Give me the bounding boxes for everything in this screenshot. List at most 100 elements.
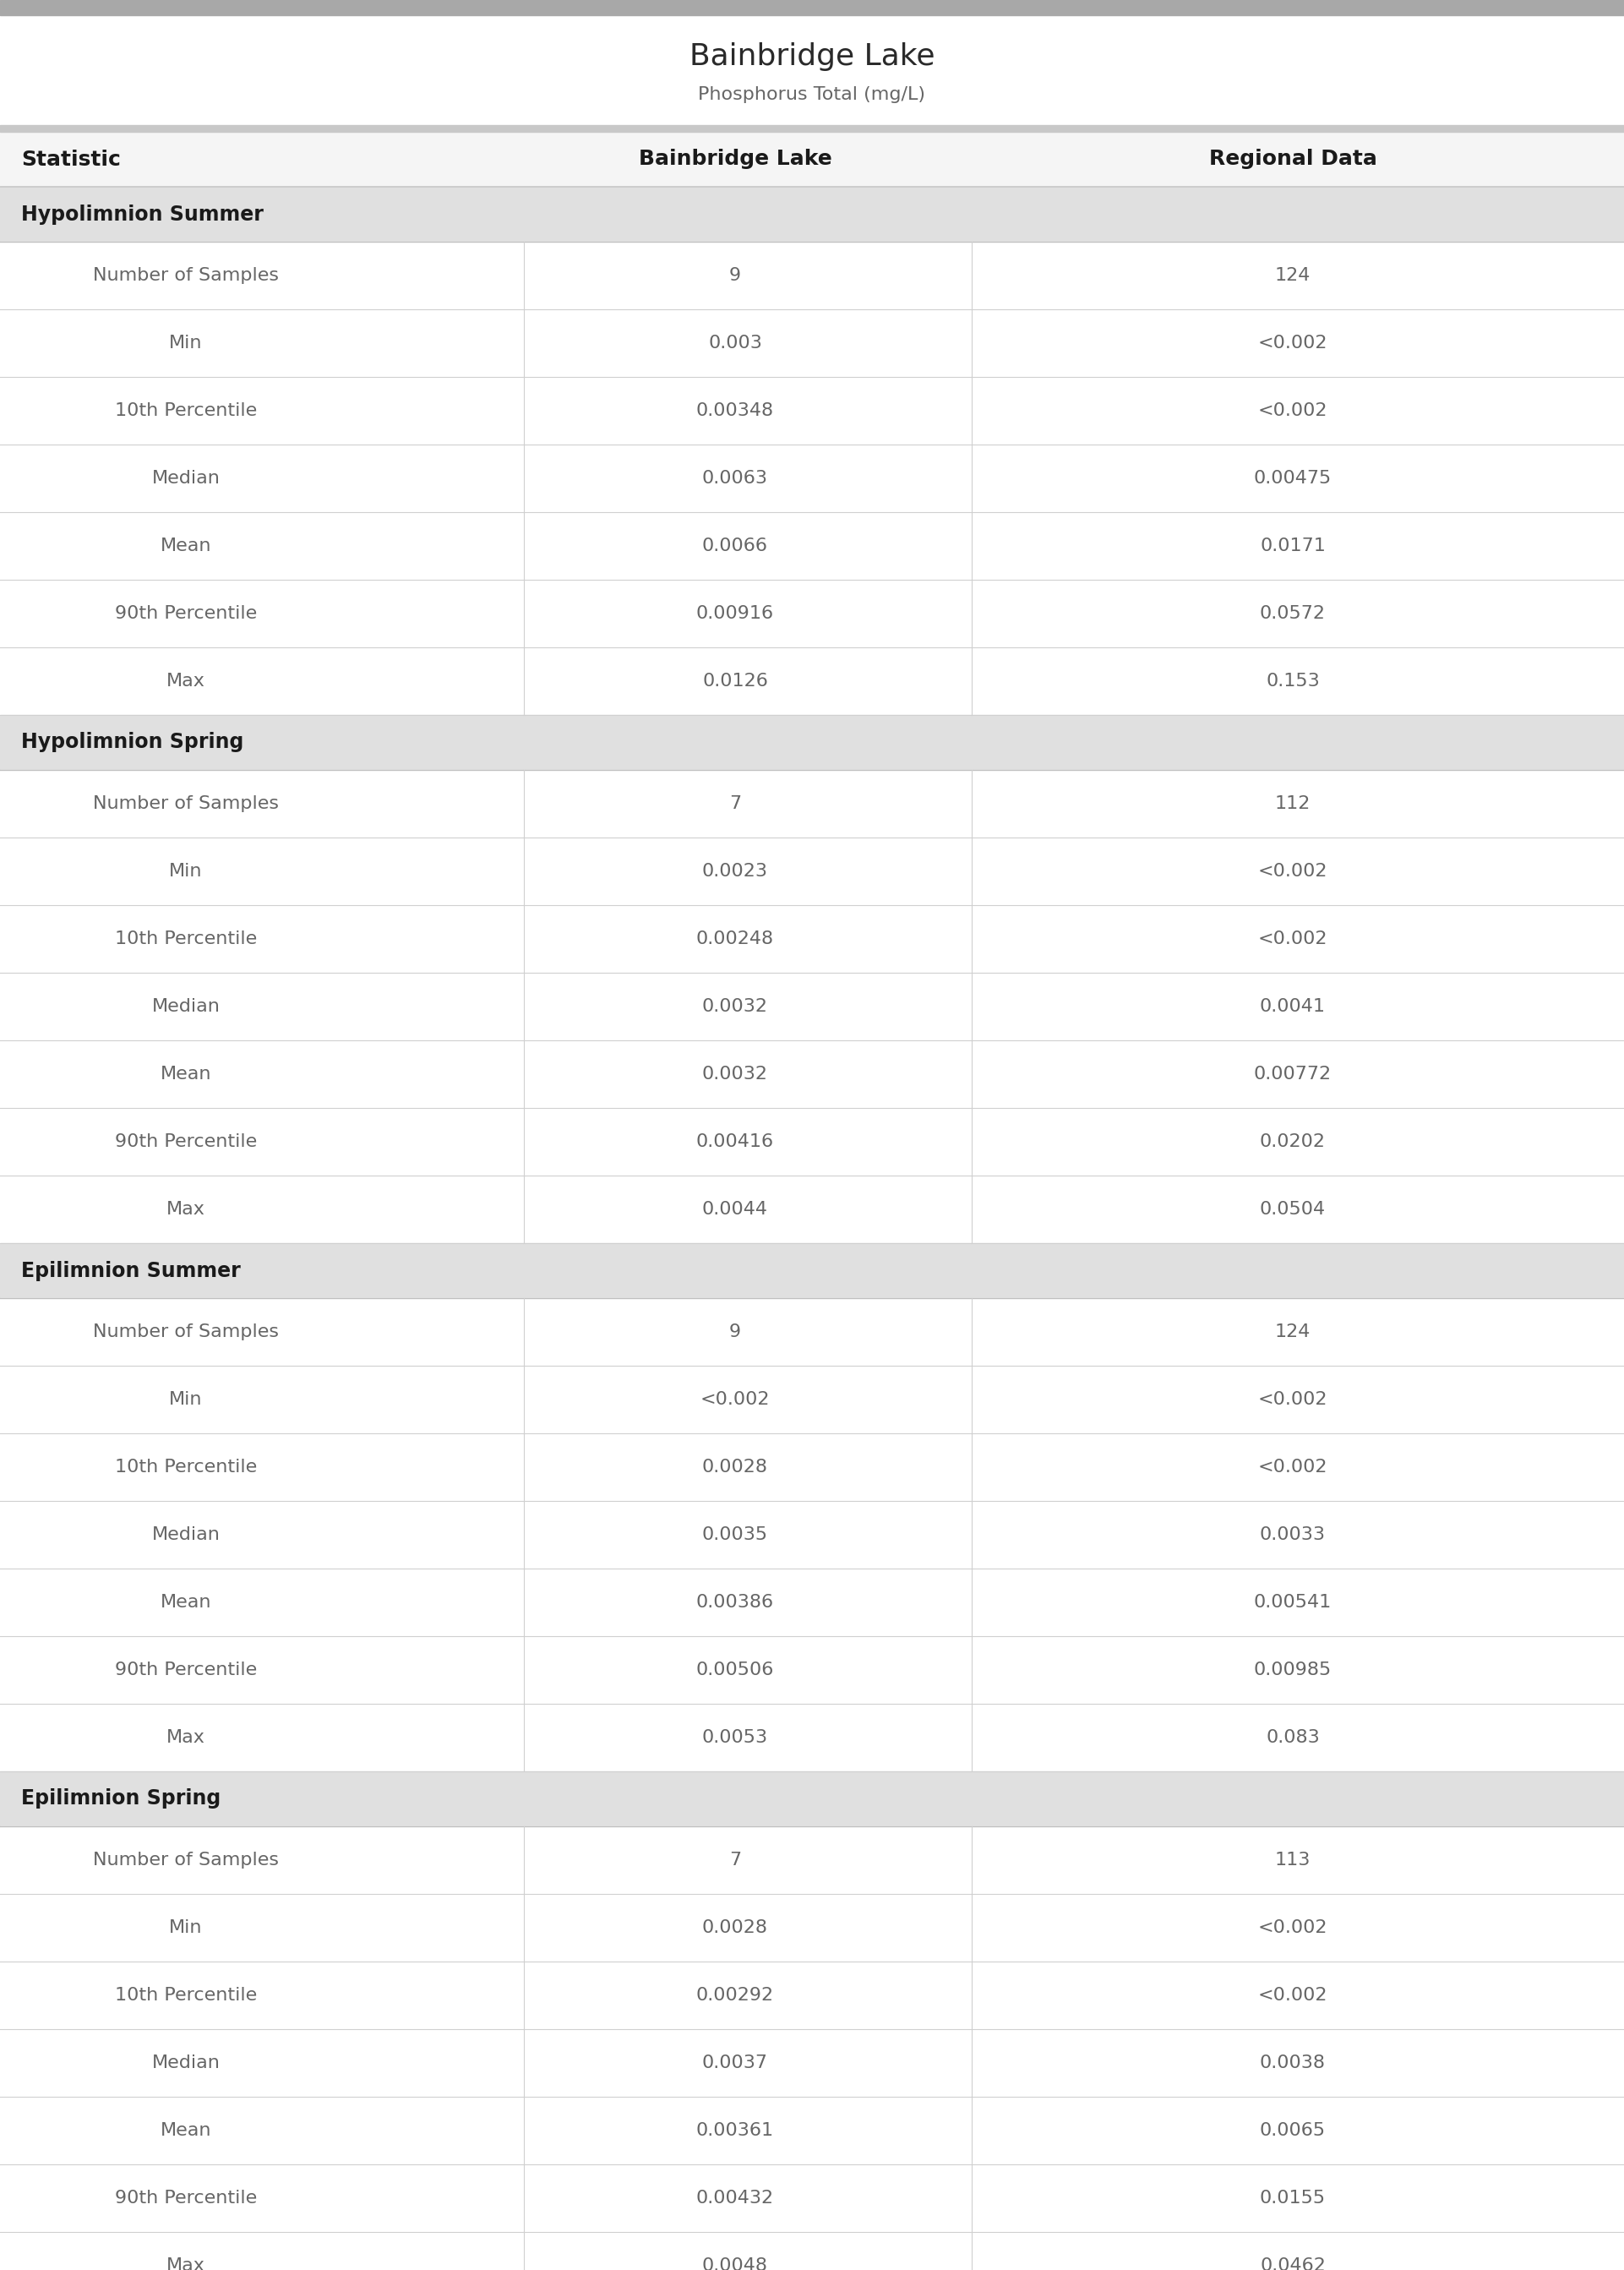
Text: Number of Samples: Number of Samples xyxy=(93,1323,279,1339)
Text: Mean: Mean xyxy=(161,1065,211,1083)
Text: <0.002: <0.002 xyxy=(1259,1918,1328,1936)
Text: <0.002: <0.002 xyxy=(1259,1986,1328,2004)
Text: 0.0037: 0.0037 xyxy=(702,2054,768,2073)
Bar xyxy=(0,241,1624,309)
Text: 0.0032: 0.0032 xyxy=(702,999,768,1015)
Text: 0.0033: 0.0033 xyxy=(1260,1525,1325,1544)
Text: 90th Percentile: 90th Percentile xyxy=(115,2191,257,2206)
Bar xyxy=(0,1108,1624,1176)
Text: 7: 7 xyxy=(729,794,741,813)
Text: 0.00248: 0.00248 xyxy=(697,931,775,947)
Text: 0.003: 0.003 xyxy=(708,334,762,352)
Text: 113: 113 xyxy=(1275,1852,1311,1868)
Text: 0.0044: 0.0044 xyxy=(702,1201,768,1217)
Text: 0.00292: 0.00292 xyxy=(697,1986,775,2004)
Text: 0.0504: 0.0504 xyxy=(1260,1201,1325,1217)
Text: 0.0126: 0.0126 xyxy=(702,672,768,690)
Bar xyxy=(0,1367,1624,1432)
Bar xyxy=(0,377,1624,445)
Text: 0.0035: 0.0035 xyxy=(702,1525,768,1544)
Bar xyxy=(0,2163,1624,2231)
Text: 9: 9 xyxy=(729,268,741,284)
Bar xyxy=(0,906,1624,974)
Text: 0.0063: 0.0063 xyxy=(702,470,768,486)
Bar xyxy=(0,1893,1624,1961)
Bar xyxy=(0,16,1624,125)
Text: Number of Samples: Number of Samples xyxy=(93,794,279,813)
Bar xyxy=(0,579,1624,647)
Text: 0.0462: 0.0462 xyxy=(1260,2256,1325,2270)
Text: 124: 124 xyxy=(1275,1323,1311,1339)
Text: Median: Median xyxy=(151,999,221,1015)
Bar xyxy=(0,513,1624,579)
Bar xyxy=(0,1244,1624,1298)
Bar xyxy=(0,1961,1624,2029)
Text: 0.0038: 0.0038 xyxy=(1260,2054,1325,2073)
Text: 0.00506: 0.00506 xyxy=(697,1662,775,1678)
Text: Phosphorus Total (mg/L): Phosphorus Total (mg/L) xyxy=(698,86,926,102)
Text: 0.0572: 0.0572 xyxy=(1260,606,1325,622)
Bar xyxy=(0,647,1624,715)
Bar xyxy=(0,1298,1624,1367)
Text: Hypolimnion Summer: Hypolimnion Summer xyxy=(21,204,263,225)
Text: Statistic: Statistic xyxy=(21,150,120,170)
Text: 0.00916: 0.00916 xyxy=(697,606,775,622)
Text: 0.0028: 0.0028 xyxy=(702,1918,768,1936)
Text: Bainbridge Lake: Bainbridge Lake xyxy=(638,150,831,170)
Bar xyxy=(0,838,1624,906)
Text: Number of Samples: Number of Samples xyxy=(93,1852,279,1868)
Bar xyxy=(0,770,1624,838)
Text: 90th Percentile: 90th Percentile xyxy=(115,1133,257,1151)
Text: 10th Percentile: 10th Percentile xyxy=(115,931,257,947)
Text: 0.0053: 0.0053 xyxy=(702,1730,768,1746)
Text: Max: Max xyxy=(167,1201,205,1217)
Text: 0.00985: 0.00985 xyxy=(1254,1662,1332,1678)
Text: 0.153: 0.153 xyxy=(1265,672,1320,690)
Text: 0.00416: 0.00416 xyxy=(697,1133,775,1151)
Text: 10th Percentile: 10th Percentile xyxy=(115,1986,257,2004)
Text: 10th Percentile: 10th Percentile xyxy=(115,1460,257,1476)
Text: Min: Min xyxy=(169,1918,203,1936)
Text: 0.00386: 0.00386 xyxy=(697,1594,775,1612)
Bar xyxy=(0,2231,1624,2270)
Bar xyxy=(0,445,1624,513)
Bar xyxy=(0,1705,1624,1771)
Text: 9: 9 xyxy=(729,1323,741,1339)
Text: 0.00541: 0.00541 xyxy=(1254,1594,1332,1612)
Bar xyxy=(0,974,1624,1040)
Text: 0.00432: 0.00432 xyxy=(697,2191,775,2206)
Text: 0.0171: 0.0171 xyxy=(1260,538,1325,554)
Text: <0.002: <0.002 xyxy=(700,1392,770,1407)
Text: Number of Samples: Number of Samples xyxy=(93,268,279,284)
Bar xyxy=(0,1176,1624,1244)
Text: 0.0028: 0.0028 xyxy=(702,1460,768,1476)
Bar xyxy=(0,1569,1624,1637)
Bar xyxy=(0,2097,1624,2163)
Text: <0.002: <0.002 xyxy=(1259,1392,1328,1407)
Text: 90th Percentile: 90th Percentile xyxy=(115,606,257,622)
Text: Max: Max xyxy=(167,2256,205,2270)
Text: 0.0048: 0.0048 xyxy=(702,2256,768,2270)
Text: 7: 7 xyxy=(729,1852,741,1868)
Bar xyxy=(0,1637,1624,1705)
Text: Min: Min xyxy=(169,334,203,352)
Bar xyxy=(0,125,1624,132)
Text: 0.0202: 0.0202 xyxy=(1260,1133,1325,1151)
Bar xyxy=(0,186,1624,241)
Text: Epilimnion Summer: Epilimnion Summer xyxy=(21,1260,240,1280)
Text: Min: Min xyxy=(169,863,203,881)
Text: Max: Max xyxy=(167,672,205,690)
Text: <0.002: <0.002 xyxy=(1259,1460,1328,1476)
Text: Mean: Mean xyxy=(161,538,211,554)
Text: 0.00772: 0.00772 xyxy=(1254,1065,1332,1083)
Text: 0.0065: 0.0065 xyxy=(1260,2122,1325,2138)
Text: 0.083: 0.083 xyxy=(1265,1730,1320,1746)
Bar xyxy=(0,715,1624,770)
Text: Min: Min xyxy=(169,1392,203,1407)
Text: Mean: Mean xyxy=(161,2122,211,2138)
Text: 0.0155: 0.0155 xyxy=(1260,2191,1325,2206)
Bar xyxy=(0,1040,1624,1108)
Text: 90th Percentile: 90th Percentile xyxy=(115,1662,257,1678)
Bar xyxy=(0,309,1624,377)
Text: <0.002: <0.002 xyxy=(1259,402,1328,420)
